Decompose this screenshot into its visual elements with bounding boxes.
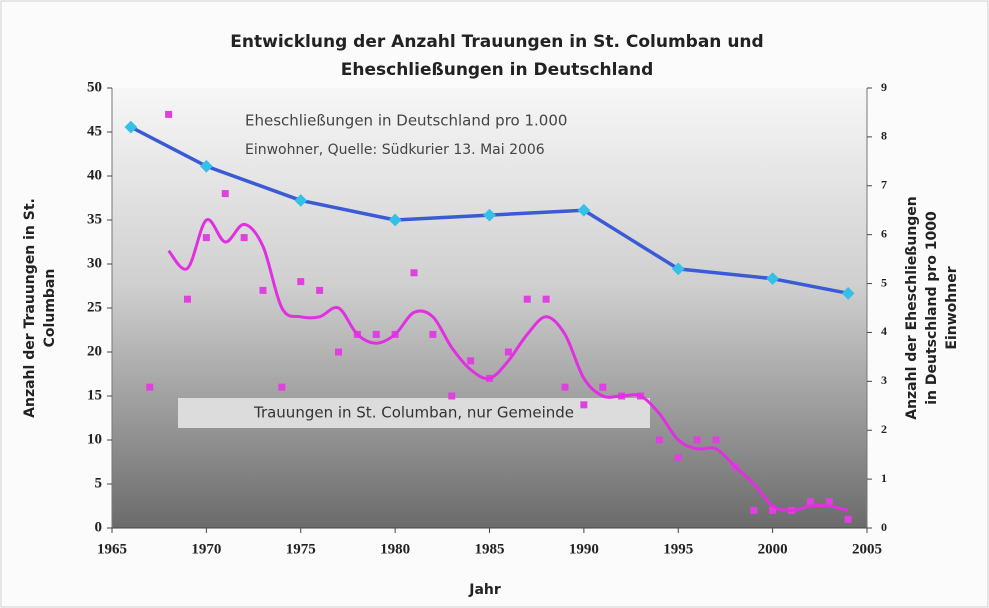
x-tick-label: 1990 (569, 541, 599, 557)
series-line (167, 218, 849, 512)
x-tick-label: 1995 (663, 541, 693, 557)
annotation: Einwohner, Quelle: Südkurier 13. Mai 200… (245, 142, 545, 158)
annotation: Eheschließungen in Deutschland pro 1.000 (245, 112, 567, 130)
y-tick-label: 15 (87, 387, 102, 403)
chart-title: Entwicklung der Anzahl Trauungen in St. … (230, 32, 763, 52)
scatter-point (806, 498, 814, 506)
y-tick-label: 40 (87, 167, 102, 183)
y2-tick-label: 2 (881, 422, 887, 436)
scatter-point (599, 383, 607, 391)
scatter-point (561, 383, 569, 391)
x-tick-label: 1985 (475, 541, 505, 557)
y2-axis-label-line: in Deutschland pro 1000 (924, 211, 940, 405)
scatter-point (542, 295, 550, 303)
marker (483, 208, 496, 222)
scatter-point (184, 295, 191, 303)
scatter-point (146, 383, 154, 391)
scatter-point (240, 234, 248, 242)
scatter-point (769, 506, 777, 514)
scatter-point (316, 286, 324, 294)
marker (294, 194, 308, 207)
scatter-point (504, 348, 512, 356)
y2-tick-label: 9 (881, 80, 887, 94)
y2-tick-label: 4 (881, 324, 887, 338)
y-tick-label: 30 (87, 255, 102, 271)
x-tick-label: 1975 (286, 541, 316, 557)
scatter-point (693, 436, 701, 444)
scatter-point (523, 295, 531, 303)
scatter-point (750, 506, 758, 514)
y2-tick-label: 0 (881, 520, 887, 534)
scatter-point (202, 234, 210, 242)
marker (388, 213, 402, 227)
x-tick-label: 2005 (852, 541, 882, 557)
y-tick-label: 35 (87, 211, 102, 227)
y2-tick-label: 5 (881, 275, 887, 289)
scatter-point (335, 348, 342, 356)
x-tick-label: 2000 (758, 541, 788, 557)
scatter-point (429, 330, 437, 338)
y2-tick-label: 6 (881, 226, 887, 240)
y-tick-label: 45 (87, 123, 102, 139)
y2-tick-label: 1 (881, 471, 887, 485)
plot-area (112, 88, 867, 528)
y2-tick-label: 3 (881, 373, 887, 387)
x-tick-label: 1965 (97, 541, 127, 557)
x-axis-label: Jahr (468, 582, 501, 598)
y-tick-label: 5 (95, 475, 103, 491)
marker (200, 159, 213, 173)
y-axis-label-line: Columban (42, 269, 58, 348)
y-axis-label-line: Anzahl der Trauungen in St. (22, 198, 38, 418)
scatter-point (712, 436, 720, 444)
y2-tick-label: 7 (881, 178, 887, 192)
y-tick-label: 0 (95, 519, 103, 535)
scatter-point (844, 515, 852, 523)
annotation: Trauungen in St. Columban, nur Gemeinde (253, 404, 574, 422)
y-axis-label: Anzahl der Trauungen in St. Columban (22, 198, 58, 418)
chart-title: Eheschließungen in Deutschland (341, 60, 653, 80)
scatter-point (467, 357, 475, 365)
scatter-point (165, 110, 173, 118)
x-tick-label: 1970 (191, 541, 221, 557)
y-tick-label: 20 (87, 343, 102, 359)
y2-axis-label-line: Anzahl der Eheschließungen (904, 196, 920, 420)
y-tick-label: 50 (87, 79, 102, 95)
scatter-point (410, 269, 418, 277)
y-tick-label: 10 (87, 431, 102, 447)
scatter-point (580, 401, 588, 409)
scatter-point (297, 278, 305, 286)
x-tick-label: 1980 (380, 541, 410, 557)
y-tick-label: 25 (87, 299, 102, 315)
scatter-point (372, 330, 380, 338)
scatter-point (655, 436, 663, 444)
scatter-point (674, 454, 682, 462)
y2-axis-label: Anzahl der Eheschließungen in Deutschlan… (904, 196, 960, 420)
scatter-point (448, 392, 456, 400)
scatter-point (221, 190, 229, 198)
scatter-point (825, 498, 833, 506)
y2-axis-label-line: Einwohner (944, 266, 960, 349)
scatter-point (278, 383, 286, 391)
annotation-box (178, 398, 650, 428)
scatter-point (259, 286, 267, 294)
y2-tick-label: 8 (881, 129, 887, 143)
